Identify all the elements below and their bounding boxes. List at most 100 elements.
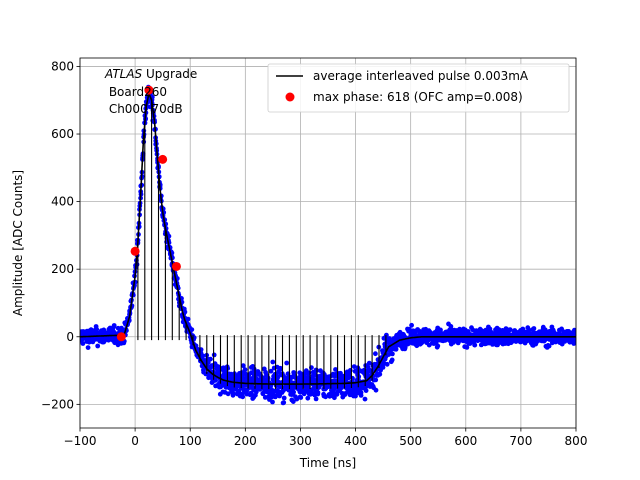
- sample-point: [472, 342, 478, 348]
- sample-point: [390, 351, 395, 357]
- sample-point: [305, 395, 311, 401]
- annotation-upgrade: Upgrade: [142, 67, 197, 81]
- sample-point: [249, 391, 254, 396]
- max-phase-point: [130, 246, 140, 256]
- sample-point: [291, 389, 296, 395]
- y-tick-label: 400: [51, 195, 74, 209]
- x-axis-ticks: −100 0 100 200 300 400 500 600 700 800: [64, 428, 588, 448]
- x-tick-label: 300: [289, 434, 312, 448]
- x-tick-label: 800: [565, 434, 588, 448]
- annotation-board: Board260: [105, 85, 167, 99]
- annotation-atlas: ATLAS: [104, 67, 143, 81]
- x-tick-label: 400: [344, 434, 367, 448]
- annotation-channel: Ch000 70dB: [105, 102, 183, 116]
- sample-point: [94, 327, 100, 332]
- sample-point: [363, 388, 369, 393]
- y-axis-ticks: −200 0 200 400 600 800: [41, 59, 80, 411]
- plot-background: [80, 58, 576, 428]
- sample-point: [386, 352, 392, 357]
- line-layer: [80, 90, 576, 390]
- sample-point: [315, 390, 321, 395]
- x-tick-label: −100: [64, 434, 97, 448]
- sample-point: [373, 351, 378, 357]
- average-pulse-line: [80, 90, 576, 385]
- sample-point: [281, 395, 287, 401]
- sample-point: [384, 361, 390, 367]
- sample-point: [185, 316, 191, 322]
- sample-point: [200, 353, 206, 359]
- sample-point: [270, 399, 275, 405]
- sample-point: [242, 367, 248, 372]
- svg-text:ATLAS Upgrade: ATLAS Upgrade: [104, 67, 197, 81]
- sample-point: [526, 327, 532, 333]
- sample-point: [377, 371, 383, 377]
- sample-point: [270, 359, 276, 365]
- sample-point: [290, 399, 296, 404]
- y-tick-label: 800: [51, 59, 74, 73]
- sample-point: [278, 366, 283, 372]
- sample-point: [298, 395, 304, 400]
- x-tick-label: 0: [131, 434, 139, 448]
- sample-point: [350, 375, 355, 381]
- sample-point: [111, 324, 117, 329]
- legend: average interleaved pulse 0.003mA max ph…: [267, 63, 570, 113]
- annotation: ATLAS Upgrade Board260 Ch000 70dB: [104, 67, 197, 116]
- sample-point: [546, 343, 552, 349]
- sample-point: [373, 387, 379, 393]
- points-layer: [116, 85, 181, 342]
- y-tick-label: 0: [66, 330, 74, 344]
- y-tick-label: 600: [51, 127, 74, 141]
- sample-point: [507, 327, 513, 333]
- sample-point: [435, 343, 441, 349]
- sample-point: [268, 368, 274, 374]
- sample-point: [373, 377, 379, 383]
- sample-point: [409, 322, 414, 328]
- x-tick-label: 700: [509, 434, 532, 448]
- sample-point: [572, 327, 576, 333]
- sample-point: [333, 367, 338, 372]
- y-tick-label: 200: [51, 262, 74, 276]
- sample-point: [407, 326, 412, 332]
- x-tick-label: 500: [399, 434, 422, 448]
- sample-point: [265, 375, 271, 381]
- sample-point: [225, 391, 231, 397]
- sample-point: [448, 324, 454, 329]
- sample-point: [573, 338, 576, 344]
- max-phase-point: [171, 261, 181, 271]
- sample-point: [85, 345, 91, 350]
- sample-point: [208, 356, 213, 362]
- sample-point: [305, 384, 311, 390]
- max-phase-point: [116, 332, 126, 342]
- sample-point: [240, 363, 246, 369]
- legend-entry-average: average interleaved pulse 0.003mA: [313, 69, 529, 83]
- legend-box: [267, 63, 570, 113]
- max-phase-point: [144, 85, 154, 95]
- sample-point: [358, 390, 364, 396]
- sample-point: [531, 326, 537, 331]
- sample-point: [281, 400, 287, 405]
- sample-point: [438, 327, 443, 333]
- x-tick-label: 600: [454, 434, 477, 448]
- sample-point: [305, 374, 311, 380]
- sample-point: [366, 360, 372, 366]
- legend-point-swatch: [285, 92, 295, 102]
- sample-point: [393, 346, 399, 352]
- x-tick-label: 100: [179, 434, 202, 448]
- sample-point: [313, 396, 319, 402]
- y-tick-label: −200: [41, 397, 74, 411]
- sample-point: [380, 365, 386, 370]
- sample-point: [231, 391, 237, 396]
- sample-point: [362, 396, 368, 402]
- sample-point: [389, 357, 395, 363]
- y-axis-label: Amplitude [ADC Counts]: [11, 170, 25, 316]
- sample-point: [211, 352, 217, 358]
- x-axis-label: Time [ns]: [299, 456, 356, 470]
- sample-point: [240, 394, 246, 400]
- x-tick-label: 200: [234, 434, 257, 448]
- sample-point: [464, 345, 470, 350]
- sample-point: [339, 385, 345, 390]
- sample-point: [80, 341, 86, 346]
- sample-point: [189, 327, 195, 332]
- legend-entry-max-phase: max phase: 618 (OFC amp=0.008): [313, 90, 523, 104]
- plot-frame: [79, 57, 577, 429]
